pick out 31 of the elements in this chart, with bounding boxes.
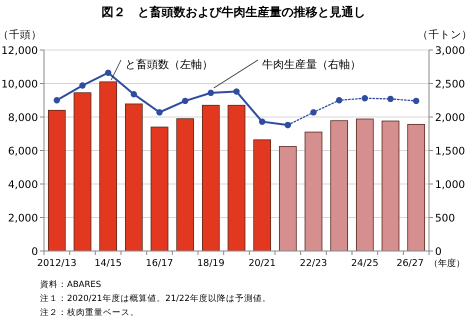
x-tick-label: 22/23 bbox=[300, 258, 328, 269]
y2-tick-label: 2,000 bbox=[435, 112, 466, 124]
y-axis-title: （千頭） bbox=[0, 28, 42, 41]
x-tick-label: 18/19 bbox=[197, 258, 225, 269]
y-tick-label: 6,000 bbox=[8, 146, 38, 158]
y-tick-label: 12,000 bbox=[1, 45, 38, 57]
x-tick-label: 2012/13 bbox=[37, 258, 77, 269]
y2-tick-label: 1,500 bbox=[435, 146, 466, 158]
y2-axis-title: （千トン） bbox=[418, 28, 467, 41]
text: 牛肉生産量（右軸） bbox=[262, 58, 361, 71]
series-label: と畜頭数（左軸） bbox=[125, 58, 213, 71]
y-tick-label: 0 bbox=[31, 246, 38, 258]
x-tick-label: 24/25 bbox=[351, 258, 379, 269]
text: 注１：2020/21年度は概算値。21/22年度以降は予測値。 bbox=[40, 293, 271, 304]
x-axis-title: （年度） bbox=[429, 258, 465, 269]
x-tick-label: 20/21 bbox=[248, 258, 276, 269]
y2-tick-label: 3,000 bbox=[435, 45, 466, 57]
x-tick-label: 16/17 bbox=[146, 258, 174, 269]
y2-tick-label: 0 bbox=[435, 246, 442, 258]
y-tick-label: 4,000 bbox=[8, 179, 38, 191]
x-tick-label: 26/27 bbox=[396, 258, 424, 269]
y-tick-label: 8,000 bbox=[8, 112, 38, 124]
y-tick-label: 2,000 bbox=[8, 212, 38, 224]
y2-tick-label: 2,500 bbox=[435, 78, 466, 90]
y2-tick-label: 1,000 bbox=[435, 179, 466, 191]
y-tick-label: 10,000 bbox=[1, 78, 38, 90]
y2-tick-label: 500 bbox=[435, 212, 456, 224]
text: 注２：枝肉重量ベース。 bbox=[40, 307, 139, 318]
chart-title: 図２ と畜頭数および牛肉生産量の推移と見通し bbox=[102, 5, 366, 19]
text: 資料：ABARES bbox=[40, 279, 102, 290]
x-tick-label: 14/15 bbox=[94, 258, 122, 269]
